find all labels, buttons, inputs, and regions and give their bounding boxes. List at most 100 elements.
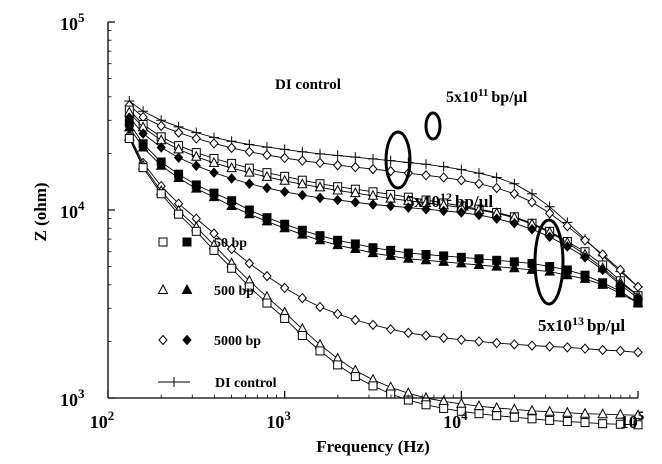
data-point (244, 178, 255, 189)
legend-label: 50 bp (214, 236, 247, 251)
y-tick-base: 10 (60, 202, 78, 222)
data-point (244, 208, 255, 219)
data-point (367, 247, 379, 258)
conc-13-base: 5x10 (538, 316, 572, 335)
legend-entry: 5000 bp (158, 334, 261, 349)
data-point (527, 340, 537, 351)
data-point (509, 339, 520, 350)
x-tick-base: 10 (443, 412, 461, 432)
x-tick-exp: 3 (284, 408, 291, 423)
data-point (124, 134, 134, 144)
data-point (438, 172, 449, 183)
data-point (262, 270, 272, 282)
data-point (315, 301, 325, 313)
data-point (562, 342, 573, 353)
data-point (615, 408, 626, 419)
data-point (350, 372, 360, 382)
data-point (562, 220, 573, 232)
legend-marker-open (158, 237, 168, 247)
data-point (315, 148, 326, 159)
x-tick-label: 105 (620, 408, 645, 432)
data-point (580, 343, 590, 354)
data-point (279, 152, 290, 164)
data-point (368, 199, 378, 210)
data-point (491, 337, 502, 349)
y-tick-base: 10 (60, 14, 78, 34)
data-point (438, 255, 449, 266)
data-point (403, 252, 414, 263)
x-tick-base: 10 (266, 412, 284, 432)
data-point (368, 319, 378, 331)
data-point (173, 127, 184, 138)
data-point (368, 381, 378, 391)
data-point (509, 218, 520, 229)
data-point (332, 308, 343, 320)
data-point (297, 292, 308, 304)
data-point (474, 178, 484, 189)
data-point (544, 265, 555, 276)
series-line (129, 100, 639, 288)
data-point (173, 152, 184, 163)
series-group (124, 100, 643, 293)
data-point (279, 186, 290, 198)
data-point (332, 184, 343, 195)
series-layer (123, 96, 644, 430)
group-ellipse-13 (533, 218, 565, 306)
data-point (350, 152, 361, 163)
series-group (124, 96, 643, 292)
data-point (403, 327, 414, 339)
legend-label: 500 bp (214, 284, 254, 299)
data-point (138, 128, 148, 139)
data-point (473, 258, 485, 269)
data-point (633, 347, 643, 358)
y-tick-exp: 3 (78, 386, 85, 401)
data-point (297, 178, 308, 189)
legend-marker-filled (182, 334, 192, 346)
data-point (385, 324, 396, 335)
data-point (190, 182, 202, 193)
conc-12-exp: 12 (440, 190, 452, 204)
data-point (615, 264, 626, 276)
x-axis-title: Frequency (Hz) (316, 437, 429, 456)
legend-marker-plus (169, 377, 179, 387)
data-point (191, 226, 201, 236)
x-tick-exp: 2 (108, 408, 115, 423)
data-point (350, 242, 361, 254)
data-point (279, 282, 290, 294)
data-point (208, 156, 220, 167)
data-point (509, 178, 520, 189)
data-point (562, 241, 573, 252)
conc-13-unit: bp/µl (587, 316, 625, 335)
data-point (597, 344, 608, 356)
series-group (124, 134, 643, 430)
data-point (492, 411, 502, 421)
data-point (226, 173, 237, 184)
data-point (615, 419, 625, 429)
data-point (438, 161, 449, 172)
y-axis-title: Z (ohm) (31, 182, 50, 241)
x-tick-exp: 5 (638, 408, 645, 423)
data-point (385, 249, 396, 260)
data-point (279, 174, 290, 185)
data-point (262, 298, 272, 308)
data-point (332, 159, 343, 171)
annotations: DI control 5x1011 bp/µl 5x1012 bp/µl 5x101… (275, 77, 625, 335)
data-point (420, 254, 432, 265)
data-point (421, 203, 431, 215)
y-tick-exp: 4 (78, 198, 85, 213)
data-point (174, 209, 184, 219)
data-point (597, 249, 608, 260)
data-point (297, 146, 308, 157)
data-point (544, 405, 555, 416)
conc-12-unit: bp/µl (455, 192, 493, 211)
x-tick-base: 10 (90, 412, 108, 432)
annotation-di-control: DI control (275, 77, 341, 93)
data-point (279, 144, 290, 155)
data-point (438, 205, 449, 217)
group-ellipse-12 (384, 130, 412, 190)
data-point (438, 332, 449, 344)
data-point (509, 262, 520, 273)
data-point (544, 208, 555, 219)
y-tick-exp: 5 (78, 10, 85, 25)
